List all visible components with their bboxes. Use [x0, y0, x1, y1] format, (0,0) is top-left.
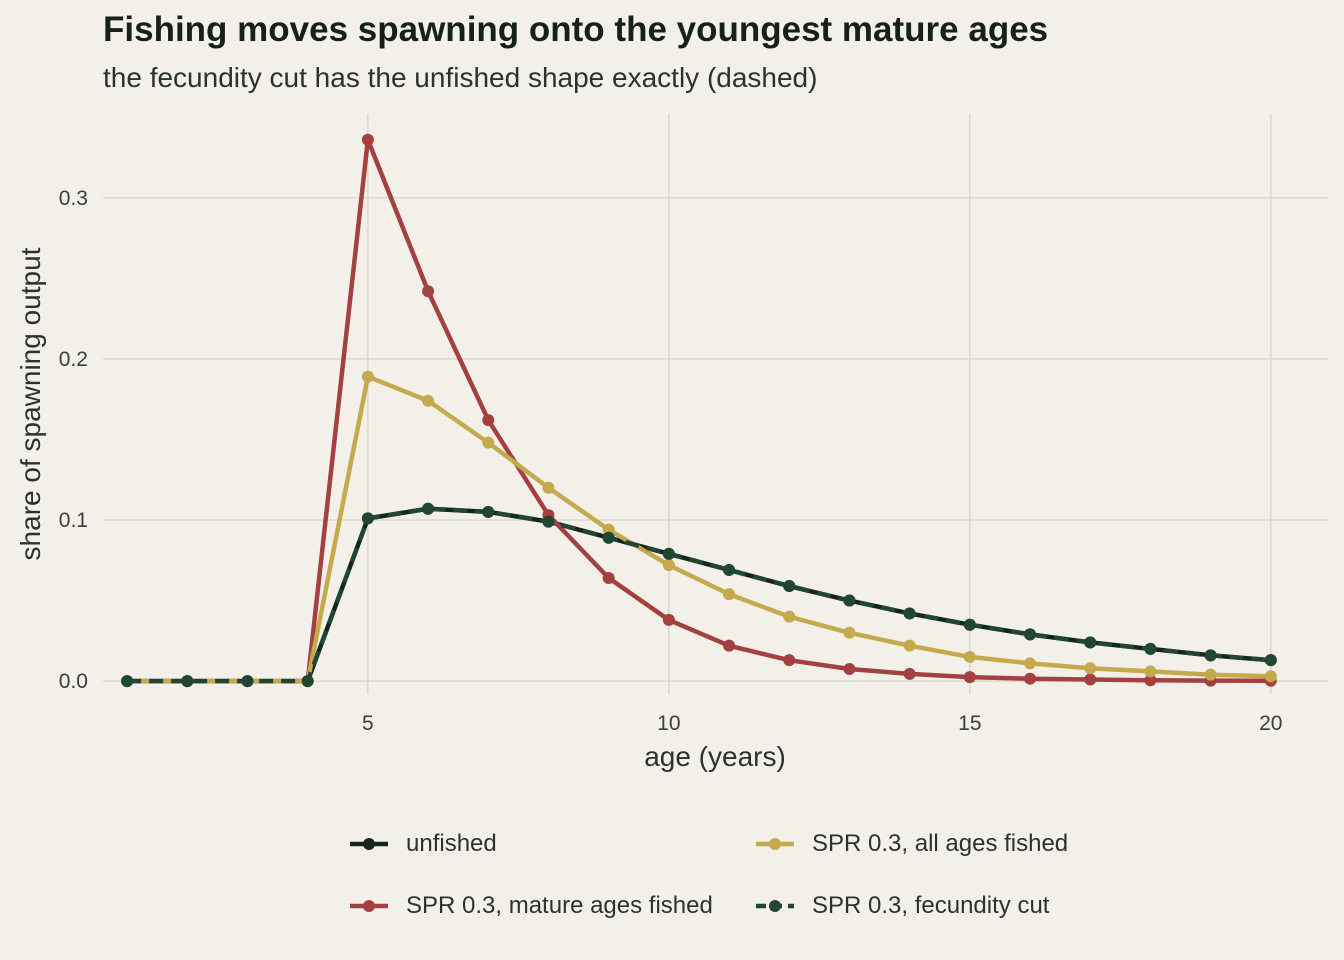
legend-label: SPR 0.3, all ages fished	[812, 830, 1069, 857]
legend-item: SPR 0.3, mature ages fished	[348, 890, 713, 922]
data-point	[1144, 665, 1157, 678]
chart-subtitle: the fecundity cut has the unfished shape…	[103, 62, 818, 93]
data-point	[662, 547, 675, 560]
x-tick-label: 15	[958, 712, 981, 735]
legend: unfished SPR 0.3, all ages fished SPR 0.3,…	[348, 818, 1148, 938]
legend-key-icon	[350, 838, 388, 850]
series-mature_fished	[121, 133, 1277, 688]
axis-labels: age (years) share of spawning output 5 10…	[15, 187, 1282, 772]
grid-lines	[103, 114, 1328, 694]
data-point	[723, 639, 736, 652]
legend-item: SPR 0.3, fecundity cut	[754, 890, 1049, 922]
legend-item: unfished	[348, 828, 497, 860]
data-point	[301, 675, 314, 688]
data-point	[602, 531, 615, 544]
y-axis-title: share of spawning output	[15, 247, 46, 560]
y-tick-label: 0.3	[59, 187, 88, 210]
data-point	[542, 481, 555, 494]
legend-label: SPR 0.3, mature ages fished	[406, 892, 713, 919]
data-point	[1024, 628, 1037, 641]
data-point	[1084, 673, 1097, 686]
data-point	[361, 133, 374, 146]
data-point	[1144, 674, 1157, 687]
data-point	[963, 671, 976, 684]
series-lines	[121, 133, 1277, 688]
data-point	[602, 572, 615, 584]
data-point	[662, 559, 675, 572]
legend-key-icon	[756, 838, 794, 850]
x-tick-label: 5	[362, 712, 374, 735]
legend-key-icon	[350, 900, 388, 912]
legend-key-point	[769, 838, 781, 850]
line-chart: age (years) share of spawning output 5 10…	[15, 114, 1328, 772]
data-point	[1264, 654, 1277, 667]
data-point	[783, 654, 796, 667]
data-point	[422, 502, 435, 515]
y-tick-label: 0.2	[59, 348, 88, 371]
y-tick-label: 0.1	[59, 509, 88, 532]
data-point	[1204, 668, 1217, 681]
chart-title: Fishing moves spawning onto the youngest…	[103, 10, 1049, 49]
series-line	[127, 506, 1271, 684]
data-point	[1024, 657, 1037, 670]
legend-label: unfished	[406, 830, 497, 857]
data-point	[482, 414, 495, 427]
legend-label: SPR 0.3, fecundity cut	[812, 892, 1050, 919]
data-point	[963, 618, 976, 631]
data-point	[903, 607, 916, 620]
y-tick-label: 0.0	[59, 670, 88, 693]
series-line	[127, 374, 1271, 684]
data-point	[1084, 636, 1097, 649]
data-point	[903, 667, 916, 680]
data-point	[723, 563, 736, 576]
data-point	[241, 675, 254, 688]
data-point	[1144, 642, 1157, 655]
data-point	[843, 626, 856, 639]
data-point	[121, 675, 134, 688]
data-point	[723, 588, 736, 601]
legend-item: SPR 0.3, all ages fished	[754, 828, 1068, 860]
data-point	[361, 512, 374, 525]
x-tick-label: 20	[1259, 712, 1282, 735]
data-point	[783, 610, 796, 623]
data-point	[482, 505, 495, 518]
data-point	[843, 663, 856, 676]
series-line	[127, 137, 1271, 684]
data-point	[361, 370, 374, 383]
data-point	[1204, 649, 1217, 662]
data-point	[1024, 672, 1037, 685]
legend-key-point	[363, 900, 375, 912]
data-point	[422, 285, 435, 298]
data-point	[783, 580, 796, 593]
x-tick-label: 10	[657, 712, 680, 735]
series-fecundity_cut	[121, 502, 1277, 688]
data-point	[1084, 662, 1097, 675]
x-axis-title: age (years)	[644, 741, 786, 772]
series-all_fished	[121, 370, 1277, 688]
data-point	[903, 639, 916, 652]
data-point	[843, 594, 856, 607]
data-point	[482, 436, 495, 449]
data-point	[662, 613, 675, 626]
series-unfished	[121, 502, 1277, 688]
data-point	[542, 515, 555, 528]
data-point	[181, 675, 194, 688]
data-point	[422, 394, 435, 407]
data-point	[963, 650, 976, 663]
legend-key-point	[769, 900, 781, 912]
data-point	[1264, 670, 1277, 683]
legend-key-icon	[756, 900, 794, 912]
series-line	[127, 506, 1271, 684]
legend-key-point	[363, 838, 375, 850]
